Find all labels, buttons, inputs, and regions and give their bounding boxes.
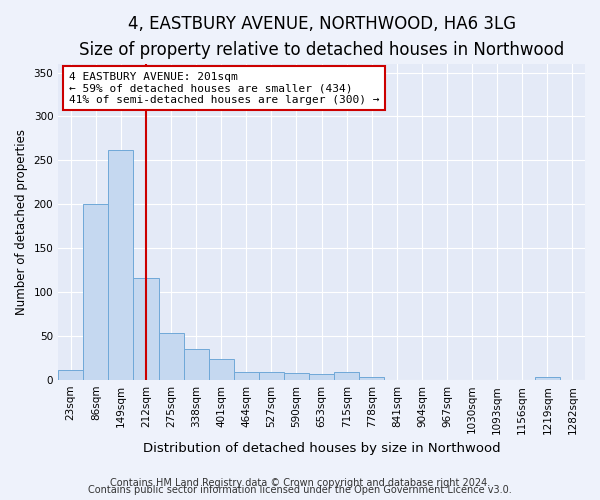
Text: Contains HM Land Registry data © Crown copyright and database right 2024.: Contains HM Land Registry data © Crown c… <box>110 478 490 488</box>
Bar <box>209 359 234 380</box>
Bar <box>234 372 259 380</box>
Bar <box>109 150 133 380</box>
Bar <box>184 350 209 380</box>
Bar <box>284 373 309 380</box>
Bar <box>158 334 184 380</box>
Bar <box>334 372 359 380</box>
Bar <box>535 378 560 380</box>
Y-axis label: Number of detached properties: Number of detached properties <box>15 129 28 315</box>
Bar <box>259 372 284 380</box>
X-axis label: Distribution of detached houses by size in Northwood: Distribution of detached houses by size … <box>143 442 500 455</box>
Text: Contains public sector information licensed under the Open Government Licence v3: Contains public sector information licen… <box>88 485 512 495</box>
Bar <box>83 204 109 380</box>
Bar <box>133 278 158 380</box>
Bar <box>58 370 83 380</box>
Bar <box>359 376 385 380</box>
Text: 4 EASTBURY AVENUE: 201sqm
← 59% of detached houses are smaller (434)
41% of semi: 4 EASTBURY AVENUE: 201sqm ← 59% of detac… <box>69 72 379 105</box>
Title: 4, EASTBURY AVENUE, NORTHWOOD, HA6 3LG
Size of property relative to detached hou: 4, EASTBURY AVENUE, NORTHWOOD, HA6 3LG S… <box>79 15 564 60</box>
Bar <box>309 374 334 380</box>
